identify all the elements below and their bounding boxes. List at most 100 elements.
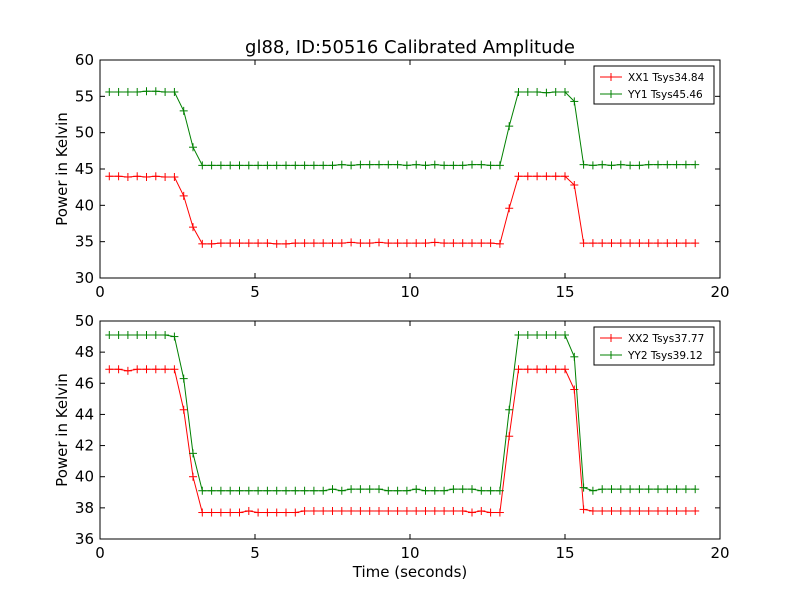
data-point	[644, 160, 653, 169]
data-point	[672, 485, 681, 494]
data-point	[282, 508, 290, 517]
data-point	[598, 239, 607, 248]
x-tick-label: 15	[555, 544, 574, 562]
data-point	[133, 87, 142, 96]
series-line-2-1	[109, 368, 696, 514]
data-point	[486, 239, 495, 248]
data-point	[123, 87, 132, 96]
data-point	[551, 365, 560, 374]
data-point	[626, 239, 635, 248]
y-axis-label-2: Power in Kelvin	[53, 373, 71, 487]
data-point	[607, 485, 616, 494]
data-point	[105, 87, 114, 96]
data-point	[291, 486, 300, 495]
data-point	[123, 172, 132, 181]
data-point	[644, 239, 653, 248]
data-point	[505, 405, 514, 414]
data-point	[216, 239, 225, 248]
data-point	[161, 365, 170, 374]
data-point	[309, 239, 318, 248]
data-point	[133, 172, 142, 181]
plot-panel-2: 0 5 10 15 20 36 38 40 42 44 46 48 50 Power in Kelvin T…	[53, 312, 730, 581]
data-point	[588, 161, 597, 170]
data-point	[189, 449, 197, 458]
data-point	[616, 160, 625, 169]
data-point	[635, 239, 644, 248]
data-point	[458, 239, 467, 248]
legend-1: XX1 Tsys34.84 YY1 Tsys45.46	[593, 65, 715, 105]
legend-entry-label: YY2 Tsys39.12	[627, 350, 703, 362]
data-point	[114, 172, 123, 181]
data-point	[105, 365, 114, 374]
data-point	[486, 508, 495, 517]
data-point	[570, 180, 579, 189]
x-tick-label: 20	[710, 283, 729, 301]
data-point	[114, 365, 123, 374]
data-point	[235, 508, 244, 517]
y-axis-label-1: Power in Kelvin	[53, 112, 71, 226]
data-point	[133, 365, 142, 374]
data-point	[114, 331, 123, 340]
legend-entry-label: XX2 Tsys37.77	[628, 333, 704, 345]
data-point	[337, 160, 346, 169]
data-point	[142, 87, 151, 96]
data-point	[198, 508, 207, 517]
data-point	[170, 87, 179, 96]
data-point	[468, 485, 476, 494]
data-point	[514, 87, 523, 96]
data-point	[114, 87, 123, 96]
data-point	[421, 161, 430, 170]
data-point	[244, 486, 253, 495]
data-point	[254, 508, 263, 517]
data-point	[449, 485, 458, 494]
data-point	[561, 87, 569, 96]
y-tick-label: 35	[75, 233, 94, 251]
data-point	[672, 506, 681, 515]
data-point	[282, 161, 290, 170]
data-point	[328, 506, 337, 515]
data-point	[337, 486, 346, 495]
y-tick-label: 30	[75, 269, 94, 287]
data-point	[421, 506, 430, 515]
data-point	[523, 87, 532, 96]
data-point	[458, 161, 467, 170]
data-point	[449, 161, 458, 170]
data-point	[226, 239, 235, 248]
data-point	[440, 486, 449, 495]
data-point	[616, 485, 625, 494]
data-point	[347, 485, 356, 494]
data-point	[179, 191, 188, 200]
data-point	[542, 172, 551, 181]
data-point	[244, 506, 253, 515]
data-point	[300, 161, 309, 170]
data-point	[412, 506, 421, 515]
data-point	[179, 106, 188, 115]
data-point	[505, 204, 514, 213]
data-point	[384, 486, 393, 495]
data-point	[207, 239, 216, 248]
data-point	[561, 172, 569, 181]
data-point	[263, 486, 272, 495]
series-line-1-1	[109, 175, 696, 245]
data-point	[477, 506, 486, 515]
data-point	[365, 506, 374, 515]
data-point	[142, 331, 151, 340]
data-point	[170, 365, 179, 374]
data-point	[347, 238, 356, 247]
data-point	[272, 161, 281, 170]
data-point	[375, 238, 383, 247]
y-tick-label: 38	[75, 499, 94, 517]
data-point	[551, 87, 560, 96]
data-point	[542, 88, 551, 97]
data-point	[244, 239, 253, 248]
data-point	[356, 485, 365, 494]
data-point	[402, 161, 411, 170]
y-tick-label: 36	[75, 530, 94, 548]
y-tick-label: 40	[75, 196, 94, 214]
data-point	[161, 331, 170, 340]
data-point	[654, 160, 662, 169]
data-point	[319, 506, 328, 515]
data-point	[477, 486, 486, 495]
data-point	[672, 160, 681, 169]
